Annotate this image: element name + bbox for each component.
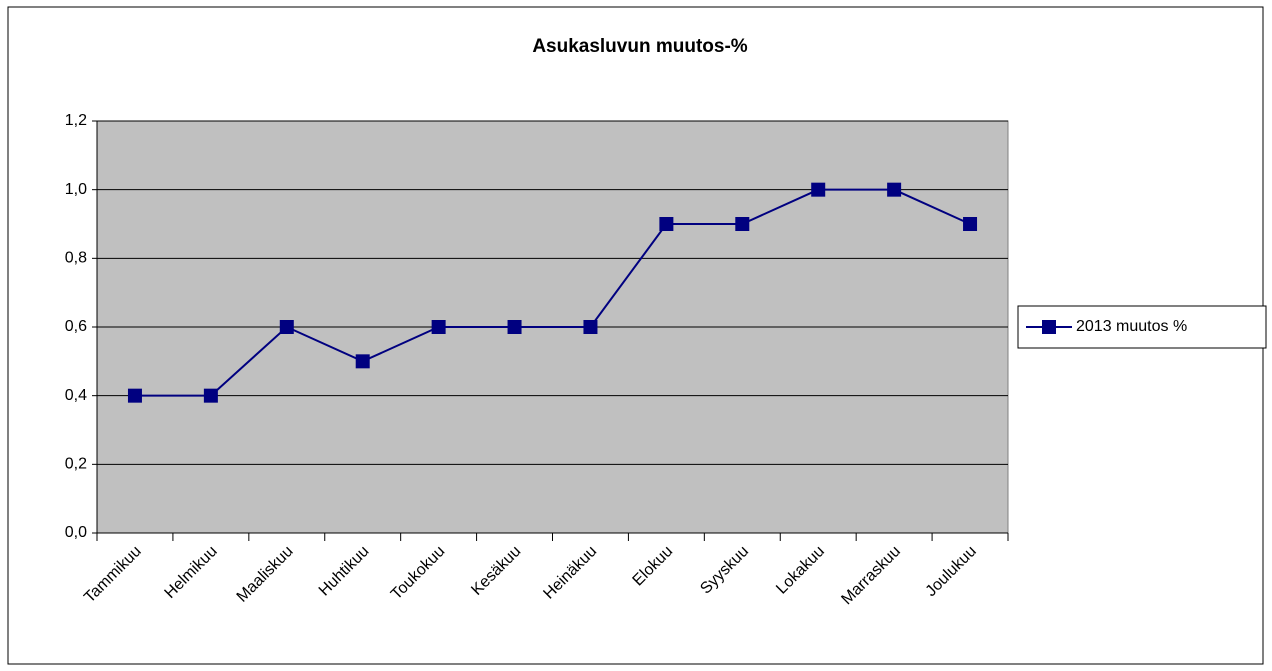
point-marker bbox=[811, 182, 826, 197]
y-tick-label: 0,8 bbox=[65, 250, 87, 267]
y-tick-label: 1,0 bbox=[65, 181, 87, 198]
y-tick-label: 1,2 bbox=[65, 112, 87, 129]
point-marker bbox=[735, 217, 750, 231]
y-tick-label: 0,2 bbox=[65, 456, 87, 473]
point-marker bbox=[583, 320, 598, 334]
legend-label: 2013 muutos % bbox=[1076, 318, 1187, 335]
y-tick-label: 0,0 bbox=[65, 524, 87, 541]
y-tick-label: 0,6 bbox=[65, 318, 87, 335]
point-marker bbox=[203, 388, 218, 403]
chart-title: Asukasluvun muutos-% bbox=[532, 36, 747, 57]
point-marker bbox=[887, 182, 902, 197]
point-marker bbox=[963, 217, 978, 231]
legend-marker bbox=[1042, 320, 1056, 334]
point-marker bbox=[127, 388, 142, 403]
y-tick-label: 0,4 bbox=[65, 387, 87, 404]
point-marker bbox=[279, 320, 294, 334]
point-marker bbox=[355, 354, 370, 369]
point-marker bbox=[659, 217, 674, 231]
series-line bbox=[134, 188, 971, 397]
point-marker bbox=[431, 320, 446, 334]
point-marker bbox=[507, 320, 522, 334]
